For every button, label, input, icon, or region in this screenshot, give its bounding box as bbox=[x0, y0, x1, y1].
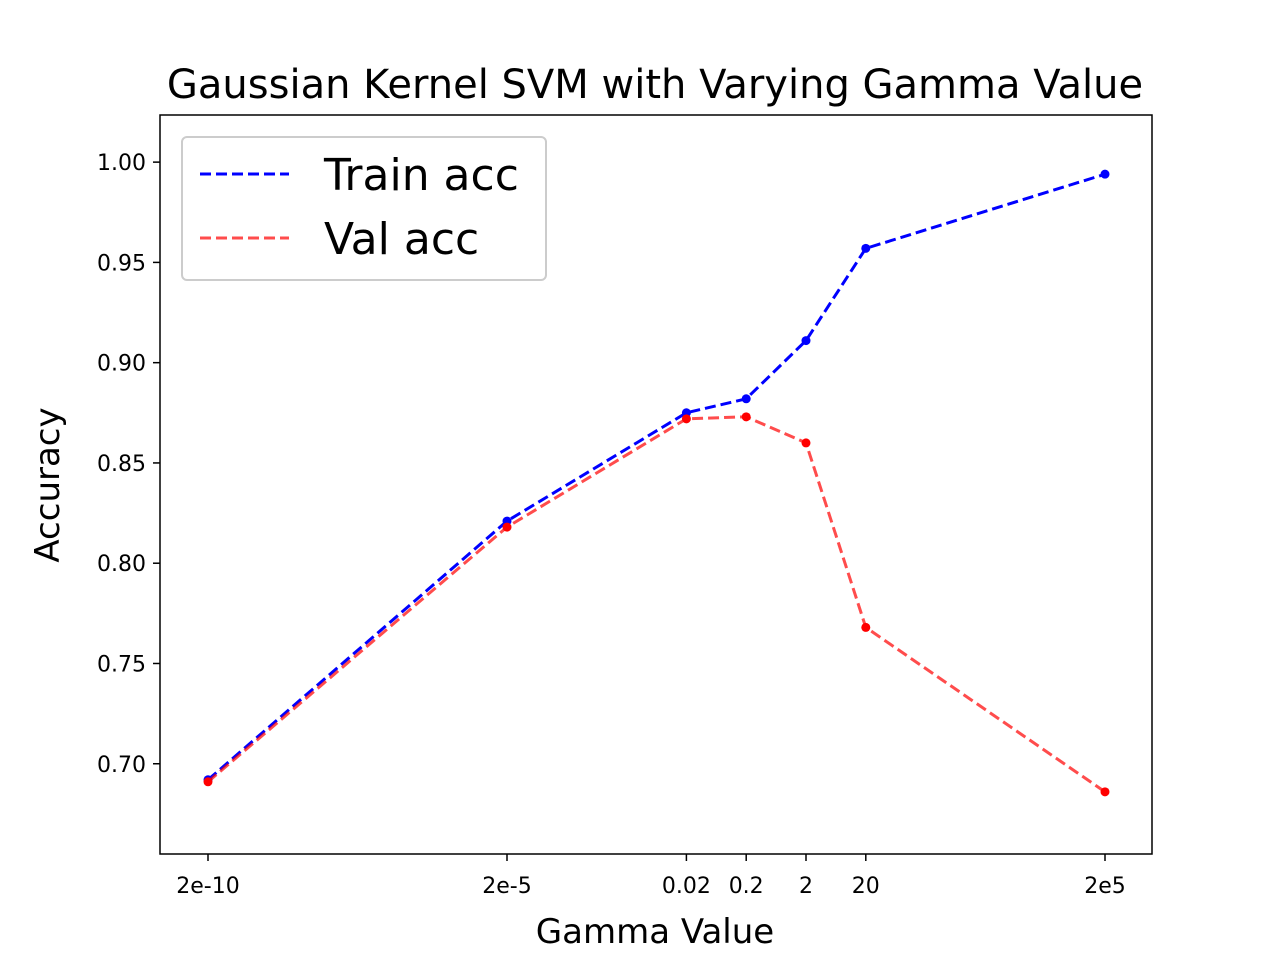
y-tick-label: 0.80 bbox=[97, 552, 146, 577]
data-point-val bbox=[1100, 787, 1110, 797]
data-point-train bbox=[741, 394, 751, 404]
data-point-val bbox=[861, 622, 871, 632]
legend: Train acc Val acc bbox=[181, 136, 547, 281]
x-tick-label: 2e-10 bbox=[176, 874, 239, 899]
series-layer bbox=[203, 169, 1110, 797]
y-axis: 0.70 0.75 0.80 0.85 0.90 0.95 1.00 bbox=[97, 151, 160, 778]
data-point-train bbox=[1100, 169, 1110, 179]
x-tick-label: 2e5 bbox=[1084, 874, 1126, 899]
y-axis-label: Accuracy bbox=[28, 407, 68, 562]
x-tick-label: 0.02 bbox=[662, 874, 711, 899]
x-axis-label: Gamma Value bbox=[536, 912, 774, 952]
data-point-train bbox=[861, 243, 871, 253]
legend-label-train: Train acc bbox=[323, 150, 519, 201]
y-tick-label: 0.90 bbox=[97, 352, 146, 377]
y-tick-label: 1.00 bbox=[97, 151, 146, 176]
y-tick-label: 0.95 bbox=[97, 251, 146, 276]
series-line-val bbox=[207, 415, 1106, 794]
data-point-val bbox=[502, 522, 512, 532]
y-tick-label: 0.75 bbox=[97, 652, 146, 677]
x-axis: 2e-10 2e-5 0.02 0.2 2 20 2e5 bbox=[176, 854, 1126, 899]
plot-area bbox=[159, 114, 1153, 855]
data-point-val bbox=[741, 412, 751, 422]
y-tick-label: 0.70 bbox=[97, 753, 146, 778]
x-tick-label: 0.2 bbox=[729, 874, 764, 899]
data-point-val bbox=[681, 414, 691, 424]
data-point-val bbox=[203, 777, 213, 787]
legend-label-val: Val acc bbox=[324, 214, 479, 265]
data-point-val bbox=[801, 438, 811, 448]
data-point-train bbox=[801, 336, 811, 346]
x-tick-label: 20 bbox=[852, 874, 880, 899]
x-tick-label: 2e-5 bbox=[482, 874, 531, 899]
chart-title: Gaussian Kernel SVM with Varying Gamma V… bbox=[167, 62, 1143, 108]
y-tick-label: 0.85 bbox=[97, 452, 146, 477]
x-tick-label: 2 bbox=[799, 874, 813, 899]
